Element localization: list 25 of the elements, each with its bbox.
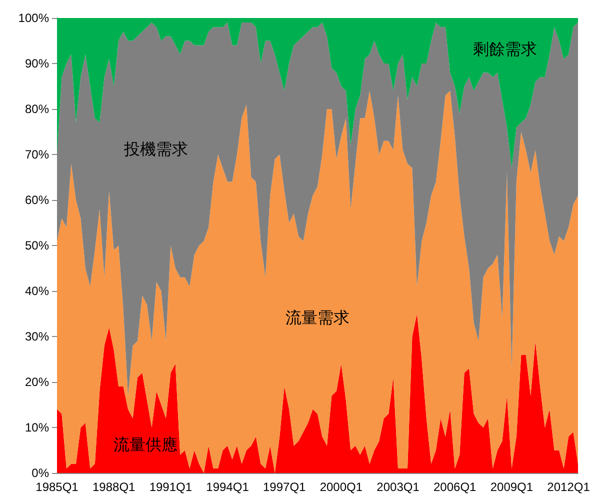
series-label: 流量供應 — [114, 436, 178, 454]
series-label: 流量需求 — [286, 308, 350, 327]
x-tick-label: 1991Q1 — [149, 480, 192, 494]
series-label: 剩餘需求 — [473, 40, 538, 58]
y-tick-label: 0% — [32, 466, 50, 480]
x-tick-label: 2012Q1 — [547, 480, 590, 494]
series-label: 投機需求 — [122, 140, 188, 158]
y-tick-label: 100% — [18, 11, 50, 25]
y-tick-label: 40% — [24, 284, 50, 298]
y-tick-label: 70% — [24, 148, 50, 162]
y-tick-label: 20% — [24, 375, 50, 389]
y-tick-label: 50% — [24, 238, 50, 252]
x-tick-label: 1988Q1 — [92, 480, 136, 494]
x-tick-label: 1985Q1 — [36, 480, 79, 494]
y-tick-label: 10% — [24, 420, 50, 434]
x-tick-label: 2000Q1 — [320, 480, 363, 494]
x-tick-label: 2009Q1 — [490, 480, 534, 494]
x-tick-label: 1997Q1 — [262, 480, 306, 494]
y-tick-label: 60% — [24, 193, 50, 207]
y-tick-label: 90% — [24, 56, 50, 70]
x-tick-label: 2003Q1 — [376, 480, 420, 494]
x-tick-label: 2006Q1 — [434, 480, 477, 494]
y-tick-label: 30% — [24, 330, 50, 344]
y-tick-label: 80% — [24, 102, 50, 116]
x-tick-label: 1994Q1 — [206, 480, 250, 494]
